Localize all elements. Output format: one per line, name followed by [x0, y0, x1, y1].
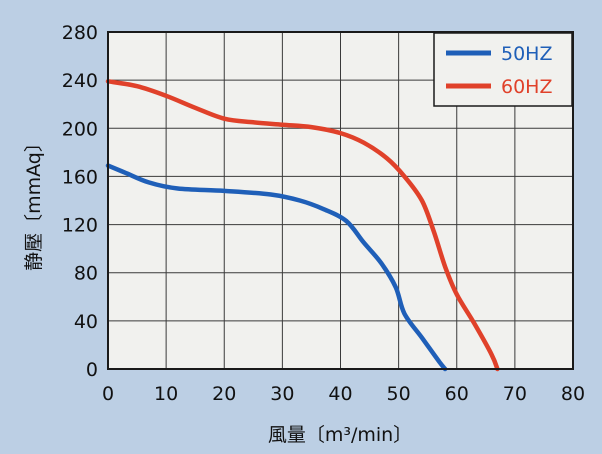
y-tick-label: 240	[62, 70, 98, 92]
x-tick-label: 30	[270, 383, 294, 405]
y-tick-label: 120	[62, 215, 98, 237]
y-tick-label: 80	[74, 263, 98, 285]
x-tick-label: 50	[387, 383, 411, 405]
x-tick-labels: 0 10 20 30 40 50 60 70 80	[102, 383, 585, 405]
legend-box	[433, 32, 573, 107]
x-tick-label: 40	[328, 383, 352, 405]
legend-label-60hz: 60HZ	[501, 76, 552, 98]
x-tick-label: 10	[154, 383, 178, 405]
plot-frame	[107, 31, 574, 370]
legend: 50HZ 60HZ	[433, 32, 573, 107]
y-tick-label: 200	[62, 118, 98, 140]
x-tick-label: 60	[445, 383, 469, 405]
x-axis-title: 風量〔m³/min〕	[268, 424, 412, 446]
y-axis-title: 静壓〔mmAq〕	[23, 133, 45, 271]
legend-label-50hz: 50HZ	[501, 43, 552, 65]
x-tick-label: 70	[503, 383, 527, 405]
x-tick-label: 0	[102, 383, 114, 405]
x-tick-label: 20	[212, 383, 236, 405]
y-tick-label: 0	[86, 359, 98, 381]
series-line-50hz	[105, 163, 448, 372]
x-tick-label: 80	[561, 383, 585, 405]
series-line-60hz	[105, 79, 500, 372]
y-tick-label: 160	[62, 166, 98, 188]
grid	[108, 32, 573, 369]
y-tick-labels: 0 40 80 120 160 200 240 280	[62, 22, 98, 381]
y-tick-label: 40	[74, 311, 98, 333]
series-layer	[105, 79, 500, 372]
y-tick-label: 280	[62, 22, 98, 44]
